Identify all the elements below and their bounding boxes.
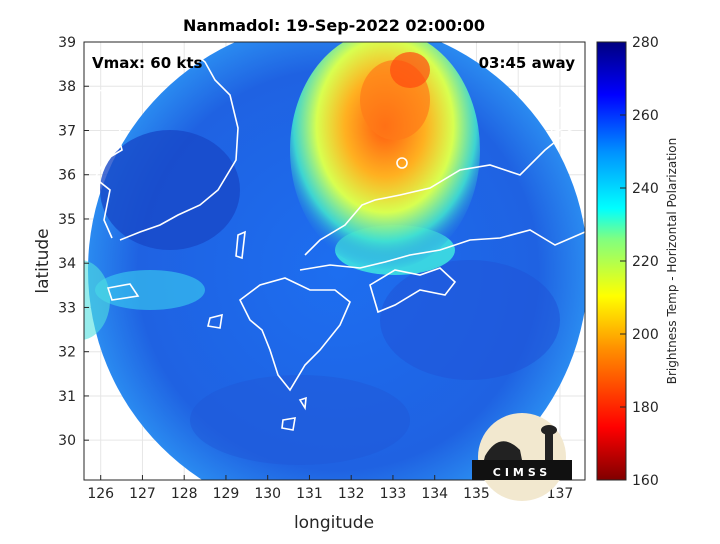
y-tick-label: 32 (58, 345, 76, 361)
x-tick-label: 130 (254, 486, 281, 502)
y-tick-label: 34 (58, 256, 76, 272)
y-axis: 30 31 32 33 34 35 36 37 38 39 (58, 35, 89, 449)
colorbar-tick-label: 220 (632, 254, 659, 270)
colorbar-label: Brightness Temp - Horizontal Polarizatio… (665, 138, 679, 385)
colorbar-tick-label: 180 (632, 400, 659, 416)
x-tick-label: 128 (171, 486, 198, 502)
x-tick-label: 134 (421, 486, 448, 502)
storm-cold-core (290, 42, 480, 270)
y-tick-label: 33 (58, 300, 76, 316)
y-axis-label: latitude (33, 228, 53, 293)
chart-title: Nanmadol: 19-Sep-2022 02:00:00 (183, 16, 485, 35)
x-tick-label: 137 (547, 486, 574, 502)
x-tick-label: 133 (380, 486, 407, 502)
y-tick-label: 30 (58, 433, 76, 449)
y-tick-label: 35 (58, 212, 76, 228)
y-tick-label: 39 (58, 35, 76, 51)
water-tower-icon (545, 432, 553, 460)
vmax-label: Vmax: 60 kts (92, 54, 202, 72)
satellite-dish-icon (484, 441, 522, 460)
y-tick-label: 38 (58, 79, 76, 95)
y-tick-label: 31 (58, 389, 76, 405)
cimss-logo: CIMSS (472, 413, 572, 501)
y-tick-label: 37 (58, 123, 76, 139)
x-tick-label: 126 (87, 486, 114, 502)
colorbar-tick-label: 260 (632, 108, 659, 124)
colorbar-tick-label: 160 (632, 473, 659, 489)
x-axis-label: longitude (294, 513, 374, 533)
y-tick-label: 36 (58, 168, 76, 184)
colorbar-tick-label: 200 (632, 327, 659, 343)
coastlines (84, 49, 585, 431)
x-tick-label: 135 (463, 486, 490, 502)
cimss-logo-text: CIMSS (493, 466, 551, 479)
x-tick-label: 129 (213, 486, 240, 502)
colorbar-tick-label: 280 (632, 35, 659, 51)
plot-frame (83, 41, 586, 481)
x-tick-label: 132 (338, 486, 365, 502)
colorbar-ticks: 280 260 240 220 200 180 160 (620, 35, 659, 489)
colorbar-tick-label: 240 (632, 181, 659, 197)
time-away-label: 03:45 away (479, 54, 576, 72)
brightness-swath (84, 42, 585, 480)
x-tick-label: 131 (296, 486, 323, 502)
x-tick-label: 127 (129, 486, 156, 502)
